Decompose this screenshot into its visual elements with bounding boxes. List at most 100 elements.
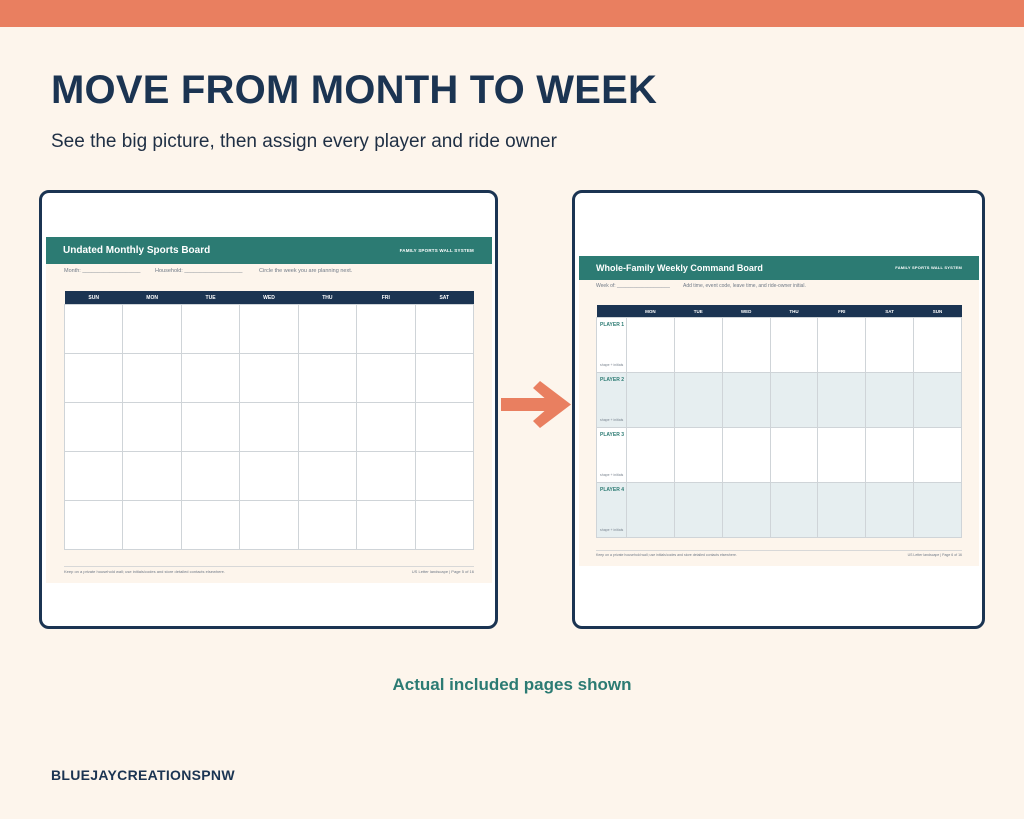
monthly-day-header: SUN xyxy=(64,291,123,305)
weekly-day-cell xyxy=(865,427,915,483)
monthly-household-field: Household: ___________________ xyxy=(155,268,243,274)
monthly-day-cell xyxy=(122,500,182,550)
page-subhead: See the big picture, then assign every p… xyxy=(51,131,557,152)
monthly-day-cell xyxy=(414,304,475,354)
monthly-day-cell xyxy=(239,402,299,452)
weekly-page-preview: Whole-Family Weekly Command Board FAMILY… xyxy=(572,190,985,629)
weekly-day-cell xyxy=(626,427,675,483)
weekly-day-header: WED xyxy=(722,305,771,318)
monthly-instruction: Circle the week you are planning next. xyxy=(259,268,353,274)
page-headline: MOVE FROM MONTH TO WEEK xyxy=(51,68,658,112)
monthly-banner: Undated Monthly Sports Board FAMILY SPOR… xyxy=(46,237,492,264)
monthly-day-cell xyxy=(239,304,299,354)
monthly-day-cell xyxy=(180,402,241,452)
weekly-day-cell xyxy=(673,372,723,428)
weekly-banner: Whole-Family Weekly Command Board FAMILY… xyxy=(579,256,979,280)
weekly-player-row: PLAYER 2 shape + initials xyxy=(596,372,962,428)
monthly-title: Undated Monthly Sports Board xyxy=(63,245,211,256)
monthly-day-cell xyxy=(297,500,358,550)
weekly-day-header: THU xyxy=(770,305,818,318)
weekly-corner-header xyxy=(596,305,627,318)
player-sublabel: shape + initials xyxy=(600,418,624,422)
weekly-footer-note: Keep on a private household wall; use in… xyxy=(596,553,737,557)
monthly-day-cell xyxy=(297,304,358,354)
monthly-week-row xyxy=(63,304,475,354)
monthly-day-cell xyxy=(122,451,182,501)
monthly-day-cell xyxy=(122,304,182,354)
player-sublabel: shape + initials xyxy=(600,528,624,532)
monthly-page-number: US Letter landscape | Page 5 of 16 xyxy=(411,569,474,574)
monthly-month-field: Month: ___________________ xyxy=(64,268,141,274)
weekly-page-number: US Letter landscape | Page 6 of 16 xyxy=(907,553,962,557)
monthly-day-cell xyxy=(122,353,182,403)
weekly-day-cell xyxy=(769,482,819,538)
weekly-footer-divider xyxy=(596,550,962,551)
weekly-system-label: FAMILY SPORTS WALL SYSTEM xyxy=(895,265,962,270)
monthly-day-header: WED xyxy=(239,291,299,305)
weekly-day-cell xyxy=(913,482,962,538)
monthly-day-cell xyxy=(180,500,241,550)
caption: Actual included pages shown xyxy=(392,675,632,694)
monthly-day-cell xyxy=(63,304,124,354)
monthly-day-cell xyxy=(239,353,299,403)
weekly-day-cell xyxy=(721,317,771,373)
weekly-day-header: TUE xyxy=(674,305,723,318)
monthly-calendar-grid: SUN MON TUE WED THU FRI SAT xyxy=(63,291,475,550)
weekly-day-cell xyxy=(673,482,723,538)
monthly-day-cell xyxy=(297,353,358,403)
brand-name: BLUEJAYCREATIONSPNW xyxy=(51,767,235,783)
monthly-week-row xyxy=(63,353,475,403)
weekly-day-header: SUN xyxy=(913,305,962,318)
weekly-instruction: Add time, event code, leave time, and ri… xyxy=(683,283,806,289)
monthly-day-cell xyxy=(180,451,241,501)
weekly-day-cell xyxy=(769,427,819,483)
monthly-day-cell xyxy=(414,402,475,452)
weekly-week-field: Week of: ___________________ xyxy=(596,283,670,289)
weekly-day-header-row: MON TUE WED THU FRI SAT SUN xyxy=(596,305,962,318)
weekly-day-cell xyxy=(673,317,723,373)
weekly-day-cell xyxy=(913,317,962,373)
player-sublabel: shape + initials xyxy=(600,363,624,367)
monthly-day-cell xyxy=(414,451,475,501)
monthly-page: Undated Monthly Sports Board FAMILY SPOR… xyxy=(46,237,492,583)
weekly-day-cell xyxy=(817,482,867,538)
monthly-footer-divider xyxy=(64,566,474,567)
weekly-player-row: PLAYER 1 shape + initials xyxy=(596,317,962,373)
weekly-day-cell xyxy=(865,482,915,538)
weekly-day-cell xyxy=(721,372,771,428)
monthly-day-header: MON xyxy=(122,291,182,305)
weekly-day-header: FRI xyxy=(817,305,866,318)
monthly-day-cell xyxy=(122,402,182,452)
weekly-day-cell xyxy=(865,317,915,373)
weekly-day-cell xyxy=(817,372,867,428)
weekly-day-cell xyxy=(865,372,915,428)
monthly-day-cell xyxy=(297,451,358,501)
monthly-day-cell xyxy=(239,500,299,550)
weekly-day-cell xyxy=(817,317,867,373)
weekly-day-cell xyxy=(913,427,962,483)
weekly-player-grid: MON TUE WED THU FRI SAT SUN PLAYER 1 shape + in… xyxy=(596,305,962,538)
weekly-day-cell xyxy=(769,317,819,373)
monthly-page-preview: Undated Monthly Sports Board FAMILY SPOR… xyxy=(39,190,498,629)
monthly-week-row xyxy=(63,402,475,452)
monthly-day-cell xyxy=(63,451,124,501)
weekly-player-row: PLAYER 4 shape + initials xyxy=(596,482,962,538)
weekly-page: Whole-Family Weekly Command Board FAMILY… xyxy=(579,256,979,566)
monthly-day-cell xyxy=(63,402,124,452)
monthly-day-cell xyxy=(356,500,416,550)
monthly-day-cell xyxy=(414,353,475,403)
monthly-day-cell xyxy=(63,353,124,403)
weekly-day-cell xyxy=(626,372,675,428)
weekly-day-header: SAT xyxy=(865,305,914,318)
player-label: PLAYER 4 xyxy=(600,487,624,493)
monthly-day-cell xyxy=(414,500,475,550)
weekly-day-header: MON xyxy=(626,305,675,318)
weekly-day-cell xyxy=(721,482,771,538)
monthly-system-label: FAMILY SPORTS WALL SYSTEM xyxy=(399,248,474,253)
monthly-day-header-row: SUN MON TUE WED THU FRI SAT xyxy=(64,291,474,305)
monthly-day-header: TUE xyxy=(181,291,240,305)
monthly-day-header: THU xyxy=(298,291,357,305)
weekly-title: Whole-Family Weekly Command Board xyxy=(596,263,763,273)
monthly-day-cell xyxy=(356,353,416,403)
monthly-day-cell xyxy=(297,402,358,452)
